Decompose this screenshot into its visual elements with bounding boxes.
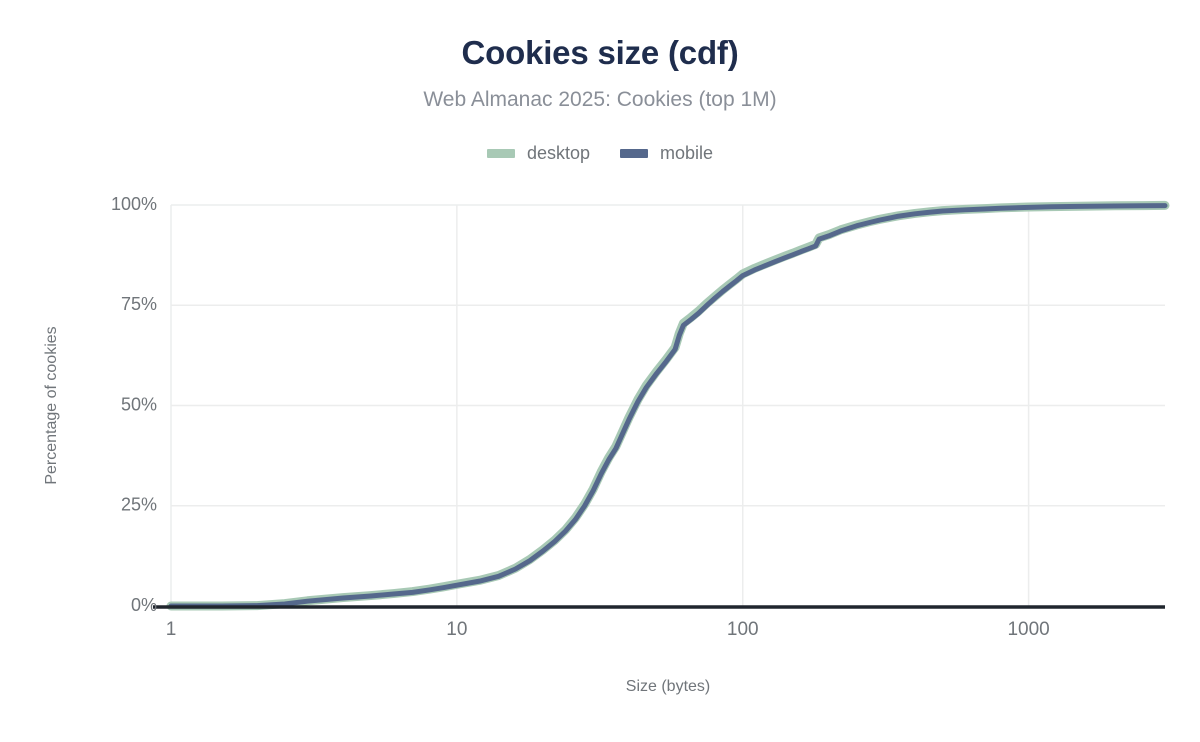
y-tick-label: 100% xyxy=(111,194,157,214)
legend-label-desktop: desktop xyxy=(526,143,590,163)
x-tick-label: 100 xyxy=(727,619,759,640)
y-tick-labels: 0% 25% 50% 75% 100% xyxy=(111,194,157,615)
y-tick-label: 25% xyxy=(121,495,157,515)
legend-swatch-mobile xyxy=(620,149,648,158)
x-tick-labels: 1 10 100 1000 xyxy=(166,619,1050,640)
chart-legend: desktop mobile xyxy=(0,143,1200,164)
x-tick-label: 1000 xyxy=(1007,619,1049,640)
chart-subtitle: Web Almanac 2025: Cookies (top 1M) xyxy=(423,88,777,111)
legend-item-desktop[interactable]: desktop xyxy=(486,143,590,164)
legend-swatch-desktop xyxy=(486,149,515,158)
x-tick-label: 1 xyxy=(166,619,177,640)
x-axis-title: Size (bytes) xyxy=(626,678,710,695)
chart-title: Cookies size (cdf) xyxy=(461,34,739,71)
y-tick-label: 50% xyxy=(121,394,157,414)
x-tick-label: 10 xyxy=(446,619,467,640)
gridlines xyxy=(170,204,1165,606)
y-axis-title: Percentage of cookies xyxy=(43,326,60,484)
legend-item-mobile[interactable]: mobile xyxy=(620,143,713,164)
y-tick-label: 75% xyxy=(121,294,157,314)
legend-label-mobile: mobile xyxy=(660,143,714,163)
series-lines xyxy=(166,200,1170,611)
y-tick-label: 0% xyxy=(131,595,157,615)
